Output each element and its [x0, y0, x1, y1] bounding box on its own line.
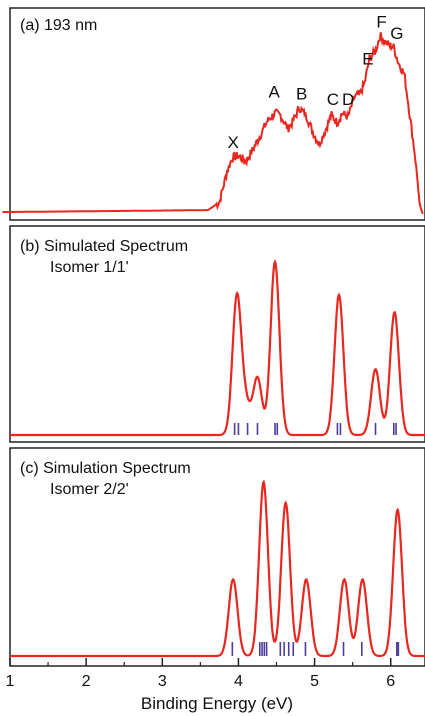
panel-a-plot: X A B C D EFG	[2, 13, 424, 215]
x-tick-label: 3	[158, 673, 167, 690]
panel-c-frame	[9, 447, 425, 667]
peak-label: A	[269, 82, 281, 101]
peak-label: E	[362, 49, 373, 68]
panel-b-subtitle: Isomer 1/1'	[50, 259, 129, 276]
x-axis-label: Binding Energy (eV)	[141, 694, 293, 713]
peak-label: G	[390, 24, 403, 43]
x-tick-label: 1	[6, 673, 15, 690]
panel-b-plot	[10, 259, 425, 437]
peak-label: F	[376, 13, 386, 32]
panel-a-frame	[9, 7, 425, 221]
x-tick-label: 2	[82, 673, 91, 690]
peak-label: B	[296, 84, 307, 103]
peak-label: C	[327, 90, 339, 109]
panel-b-frame	[9, 225, 425, 443]
x-tick-label: 5	[310, 673, 319, 690]
panel-c-title: (c) Simulation Spectrum	[20, 460, 191, 477]
peak-label: D	[342, 90, 354, 109]
simulated-spectrum-line	[10, 259, 425, 437]
simulated-spectrum-line	[10, 479, 425, 658]
panel-c-plot	[10, 479, 425, 658]
panel-b-title: (b) Simulated Spectrum	[20, 238, 188, 255]
x-axis: 1 2 3 4 5 6	[6, 658, 395, 690]
x-tick-label: 4	[234, 673, 243, 690]
peak-label: X	[227, 133, 238, 152]
x-tick-label: 6	[386, 673, 395, 690]
panel-a-title: (a) 193 nm	[20, 17, 97, 34]
panel-c-subtitle: Isomer 2/2'	[50, 481, 129, 498]
series-line-193nm	[2, 32, 424, 215]
